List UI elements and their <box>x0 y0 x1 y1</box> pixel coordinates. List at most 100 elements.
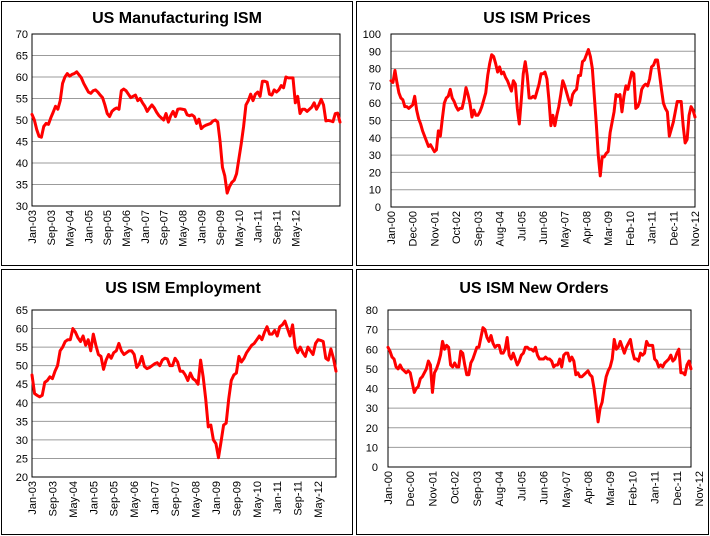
x-tick-label: May-04 <box>65 210 77 247</box>
x-tick-label: Nov-12 <box>690 211 702 246</box>
x-tick-label: Jul-05 <box>516 471 528 501</box>
x-tick-label: May-10 <box>252 481 264 518</box>
x-tick-label: Aug-04 <box>494 471 506 506</box>
x-tick-label: Jan-07 <box>150 481 162 515</box>
x-tick-label: Sep-05 <box>109 481 121 516</box>
y-tick-label: 30 <box>16 435 28 447</box>
x-tick-label: Oct-02 <box>450 471 462 504</box>
x-tick-label: Jan-09 <box>196 210 208 244</box>
y-tick-label: 45 <box>16 379 28 391</box>
x-tick-label: Sep-07 <box>170 481 182 516</box>
y-tick-label: 10 <box>366 442 378 454</box>
chart-ism-employment: US ISM Employment 20 25 30 35 40 45 50 55 60 65 Ja… <box>16 280 338 518</box>
y-tick-label: 40 <box>369 133 381 145</box>
x-tick-label: Feb-10 <box>627 471 639 506</box>
x-tick-label: May-07 <box>560 211 572 248</box>
plot-border <box>31 309 337 478</box>
plot-border <box>387 309 692 468</box>
chart-title: US ISM New Orders <box>459 280 608 297</box>
x-tick-label: Oct-02 <box>451 211 463 244</box>
chart-title: US Manufacturing ISM <box>92 10 262 27</box>
y-tick-label: 55 <box>16 342 28 354</box>
x-tick-label: Mar-09 <box>605 471 617 506</box>
x-tick-label: Jun-06 <box>539 471 551 505</box>
x-tick-label: May-04 <box>68 481 80 518</box>
x-tick-label: Apr-08 <box>581 211 593 244</box>
x-tick-label: Sep-07 <box>159 210 171 245</box>
y-tick-label: 100 <box>363 29 381 41</box>
x-tick-label: Jan-00 <box>386 211 398 245</box>
y-tick-label: 0 <box>375 202 381 214</box>
x-tick-label: May-08 <box>190 481 202 518</box>
chart-title: US ISM Prices <box>483 10 591 27</box>
x-tick-label: Sep-03 <box>472 471 484 506</box>
y-tick-label: 30 <box>366 403 378 415</box>
x-tick-label: Jan-11 <box>650 471 662 504</box>
plot-border <box>390 33 696 208</box>
x-tick-label: May-06 <box>129 481 141 518</box>
y-tick-label: 55 <box>16 94 28 106</box>
x-tick-label: Jan-11 <box>647 211 659 244</box>
x-tick-label: Nov-01 <box>427 471 439 506</box>
y-tick-label: 40 <box>16 398 28 410</box>
x-tick-label: May-12 <box>313 481 325 518</box>
y-tick-label: 45 <box>16 137 28 149</box>
x-tick-label: Jan-11 <box>272 481 284 514</box>
y-tick-label: 70 <box>369 81 381 93</box>
x-tick-label: Jan-09 <box>211 481 223 515</box>
x-tick-label: Sep-09 <box>215 210 227 245</box>
x-tick-label: Nov-12 <box>694 471 706 506</box>
x-tick-label: Sep-03 <box>46 210 58 245</box>
y-tick-label: 20 <box>366 423 378 435</box>
x-tick-label: Sep-11 <box>293 481 305 516</box>
y-tick-label: 70 <box>366 325 378 337</box>
x-tick-label: Mar-09 <box>603 211 615 246</box>
x-tick-label: Aug-04 <box>495 211 507 246</box>
x-tick-label: May-06 <box>121 210 133 247</box>
x-tick-label: May-12 <box>290 210 302 247</box>
x-tick-label: Dec-11 <box>672 471 684 506</box>
x-tick-label: Dec-00 <box>405 471 417 506</box>
y-tick-label: 60 <box>366 344 378 356</box>
x-tick-label: Jan-05 <box>83 210 95 244</box>
y-tick-label: 90 <box>369 46 381 58</box>
x-tick-label: Sep-09 <box>231 481 243 516</box>
series-line <box>389 48 697 178</box>
series-line <box>30 70 342 195</box>
x-tick-label: Apr-08 <box>583 471 595 504</box>
chart-title: US ISM Employment <box>105 280 261 297</box>
y-tick-label: 20 <box>16 472 28 484</box>
x-tick-label: Jan-03 <box>27 481 39 515</box>
y-tick-label: 80 <box>369 64 381 76</box>
y-tick-label: 60 <box>16 324 28 336</box>
y-tick-label: 40 <box>366 384 378 396</box>
x-tick-label: Sep-11 <box>272 210 284 245</box>
x-tick-label: Sep-03 <box>473 211 485 246</box>
x-tick-label: Sep-03 <box>47 481 59 516</box>
x-tick-label: Feb-10 <box>625 211 637 246</box>
y-tick-label: 20 <box>369 167 381 179</box>
y-tick-label: 70 <box>16 29 28 41</box>
x-tick-label: Jan-00 <box>383 471 395 505</box>
x-tick-label: Jan-11 <box>253 210 265 243</box>
y-tick-label: 40 <box>16 158 28 170</box>
series-line <box>386 326 693 424</box>
x-tick-label: Jan-05 <box>88 481 100 515</box>
x-tick-label: Jun-06 <box>538 211 550 245</box>
x-tick-label: Jul-05 <box>516 211 528 241</box>
y-tick-label: 50 <box>16 115 28 127</box>
x-tick-label: Jan-07 <box>140 210 152 244</box>
x-tick-label: Dec-00 <box>408 211 420 246</box>
y-tick-label: 50 <box>369 116 381 128</box>
y-tick-label: 10 <box>369 185 381 197</box>
y-tick-label: 30 <box>16 201 28 213</box>
y-tick-label: 65 <box>16 305 28 317</box>
y-tick-label: 35 <box>16 416 28 428</box>
y-tick-label: 35 <box>16 180 28 192</box>
y-tick-label: 30 <box>369 150 381 162</box>
chart-ism-new-orders: US ISM New Orders 0 10 20 30 40 50 60 70 80 Jan-0… <box>366 280 706 508</box>
chart-ism-prices: US ISM Prices 0 10 20 30 40 50 60 70 80 90 100 Jan-… <box>363 10 702 248</box>
series-line <box>30 319 338 460</box>
x-tick-label: May-08 <box>177 210 189 247</box>
